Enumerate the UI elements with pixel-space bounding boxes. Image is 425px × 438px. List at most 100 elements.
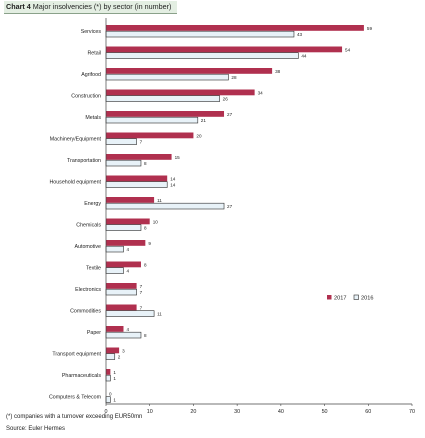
data-label-2017: 38 — [275, 69, 281, 74]
category-label: Energy — [84, 201, 101, 207]
category-label: Automotive — [75, 244, 102, 250]
category-label: Computers & Telecom — [49, 394, 102, 400]
category-label: Metals — [85, 115, 101, 121]
category-label: Retail — [87, 50, 101, 56]
category-label: Transportation — [67, 158, 101, 164]
data-label-2016: 43 — [297, 32, 303, 37]
data-label-2017: 7 — [140, 284, 143, 289]
bar-2016 — [105, 95, 220, 102]
chart-title: Chart 4 Major insolvencies (*) by sector… — [6, 1, 171, 13]
bar-2016 — [105, 159, 142, 167]
bar-2017 — [106, 154, 172, 160]
data-label-2017: 9 — [148, 241, 151, 246]
bar-2017 — [106, 111, 225, 117]
bar-2016 — [105, 288, 137, 296]
legend-swatch-2017 — [327, 295, 332, 300]
data-label-2017: 8 — [144, 262, 147, 267]
data-label-2016: 8 — [144, 333, 147, 338]
bar-2017 — [106, 369, 111, 375]
x-tick-label: 40 — [278, 409, 284, 415]
category-label: Services — [81, 29, 102, 35]
category-label: Machinery/Equipment — [50, 136, 102, 142]
data-label-2017: 0 — [109, 391, 112, 396]
x-tick-label: 10 — [147, 409, 153, 415]
data-label-2016: 27 — [227, 204, 233, 209]
data-label-2017: 27 — [227, 112, 233, 117]
bar-2016 — [105, 73, 229, 81]
data-label-2017: 54 — [345, 47, 351, 52]
x-tick-label: 50 — [322, 409, 328, 415]
bar-2017 — [106, 326, 124, 332]
bar-2016 — [105, 245, 124, 253]
data-label-2017: 15 — [175, 155, 181, 160]
bar-2017 — [106, 68, 273, 74]
category-label: Paper — [87, 330, 101, 336]
data-label-2017: 11 — [157, 198, 162, 203]
bar-2017 — [106, 89, 255, 96]
bar-2016 — [105, 374, 111, 382]
bar-2016 — [105, 116, 199, 124]
data-label-2016: 7 — [140, 140, 143, 145]
bar-2017 — [106, 132, 194, 139]
bar-2017 — [106, 218, 150, 225]
bar-2016 — [105, 181, 168, 188]
legend-label-2017: 2017 — [334, 295, 346, 301]
data-label-2017: 14 — [170, 176, 176, 181]
footnote: (*) companies with a turnover exceeding … — [6, 414, 143, 420]
bar-2016 — [105, 138, 137, 145]
bar-2016 — [105, 267, 124, 274]
bar-2016 — [105, 30, 295, 38]
data-label-2016: 7 — [140, 290, 143, 295]
bar-2016 — [105, 331, 142, 339]
data-label-2016: 44 — [301, 54, 307, 59]
x-tick-label: 0 — [105, 409, 108, 415]
data-label-2016: 11 — [157, 312, 162, 317]
data-label-2016: 8 — [144, 226, 147, 231]
bar-2016 — [105, 52, 299, 59]
chart-title-banner: Chart 4 Major insolvencies (*) by sector… — [4, 1, 177, 14]
category-label: Household equipment — [49, 179, 101, 185]
bar-2016 — [105, 202, 225, 210]
x-tick-label: 30 — [234, 409, 240, 415]
data-label-2016: 26 — [223, 97, 229, 102]
category-label: Commodities — [70, 308, 101, 314]
bar-2017 — [106, 347, 120, 354]
category-label: Transport equipment — [52, 351, 101, 357]
bar-2016 — [105, 396, 111, 403]
legend-swatch-2016 — [353, 294, 359, 300]
data-label-2016: 4 — [126, 247, 129, 252]
category-label: Agrifood — [81, 72, 101, 78]
chart-title-text: Major insolvencies (*) by sector (in num… — [32, 2, 172, 11]
bar-2016 — [105, 353, 116, 360]
category-label: Chemicals — [76, 222, 101, 228]
data-label-2016: 2 — [118, 355, 121, 360]
bar-2017 — [106, 25, 364, 31]
bar-2016 — [105, 224, 142, 231]
x-tick-label: 60 — [365, 409, 371, 415]
category-label: Pharmaceuticals — [62, 373, 102, 379]
data-label-2016: 1 — [113, 376, 116, 381]
data-label-2017: 4 — [126, 327, 129, 332]
chart-title-prefix: Chart 4 — [6, 2, 31, 11]
bar-2017 — [106, 261, 141, 268]
bar-2017 — [106, 175, 168, 182]
data-label-2016: 28 — [231, 75, 237, 80]
data-label-2016: 1 — [113, 398, 116, 403]
x-tick-label: 70 — [409, 409, 415, 415]
data-label-2016: 14 — [170, 183, 176, 188]
bar-2017 — [106, 197, 155, 203]
data-label-2016: 8 — [144, 161, 147, 166]
x-tick-label: 20 — [190, 409, 196, 415]
data-label-2016: 4 — [126, 269, 129, 274]
category-label: Construction — [71, 93, 101, 99]
bar-2017 — [106, 304, 137, 311]
legend-label-2016: 2016 — [361, 295, 373, 301]
bar-2017 — [106, 46, 343, 53]
bar-2016 — [105, 310, 155, 317]
data-label-2017: 34 — [258, 90, 264, 95]
data-label-2017: 10 — [153, 219, 159, 224]
data-label-2017: 1 — [113, 370, 116, 375]
source-note: Source: Euler Hermes — [6, 426, 66, 432]
category-label: Textile — [86, 265, 101, 271]
